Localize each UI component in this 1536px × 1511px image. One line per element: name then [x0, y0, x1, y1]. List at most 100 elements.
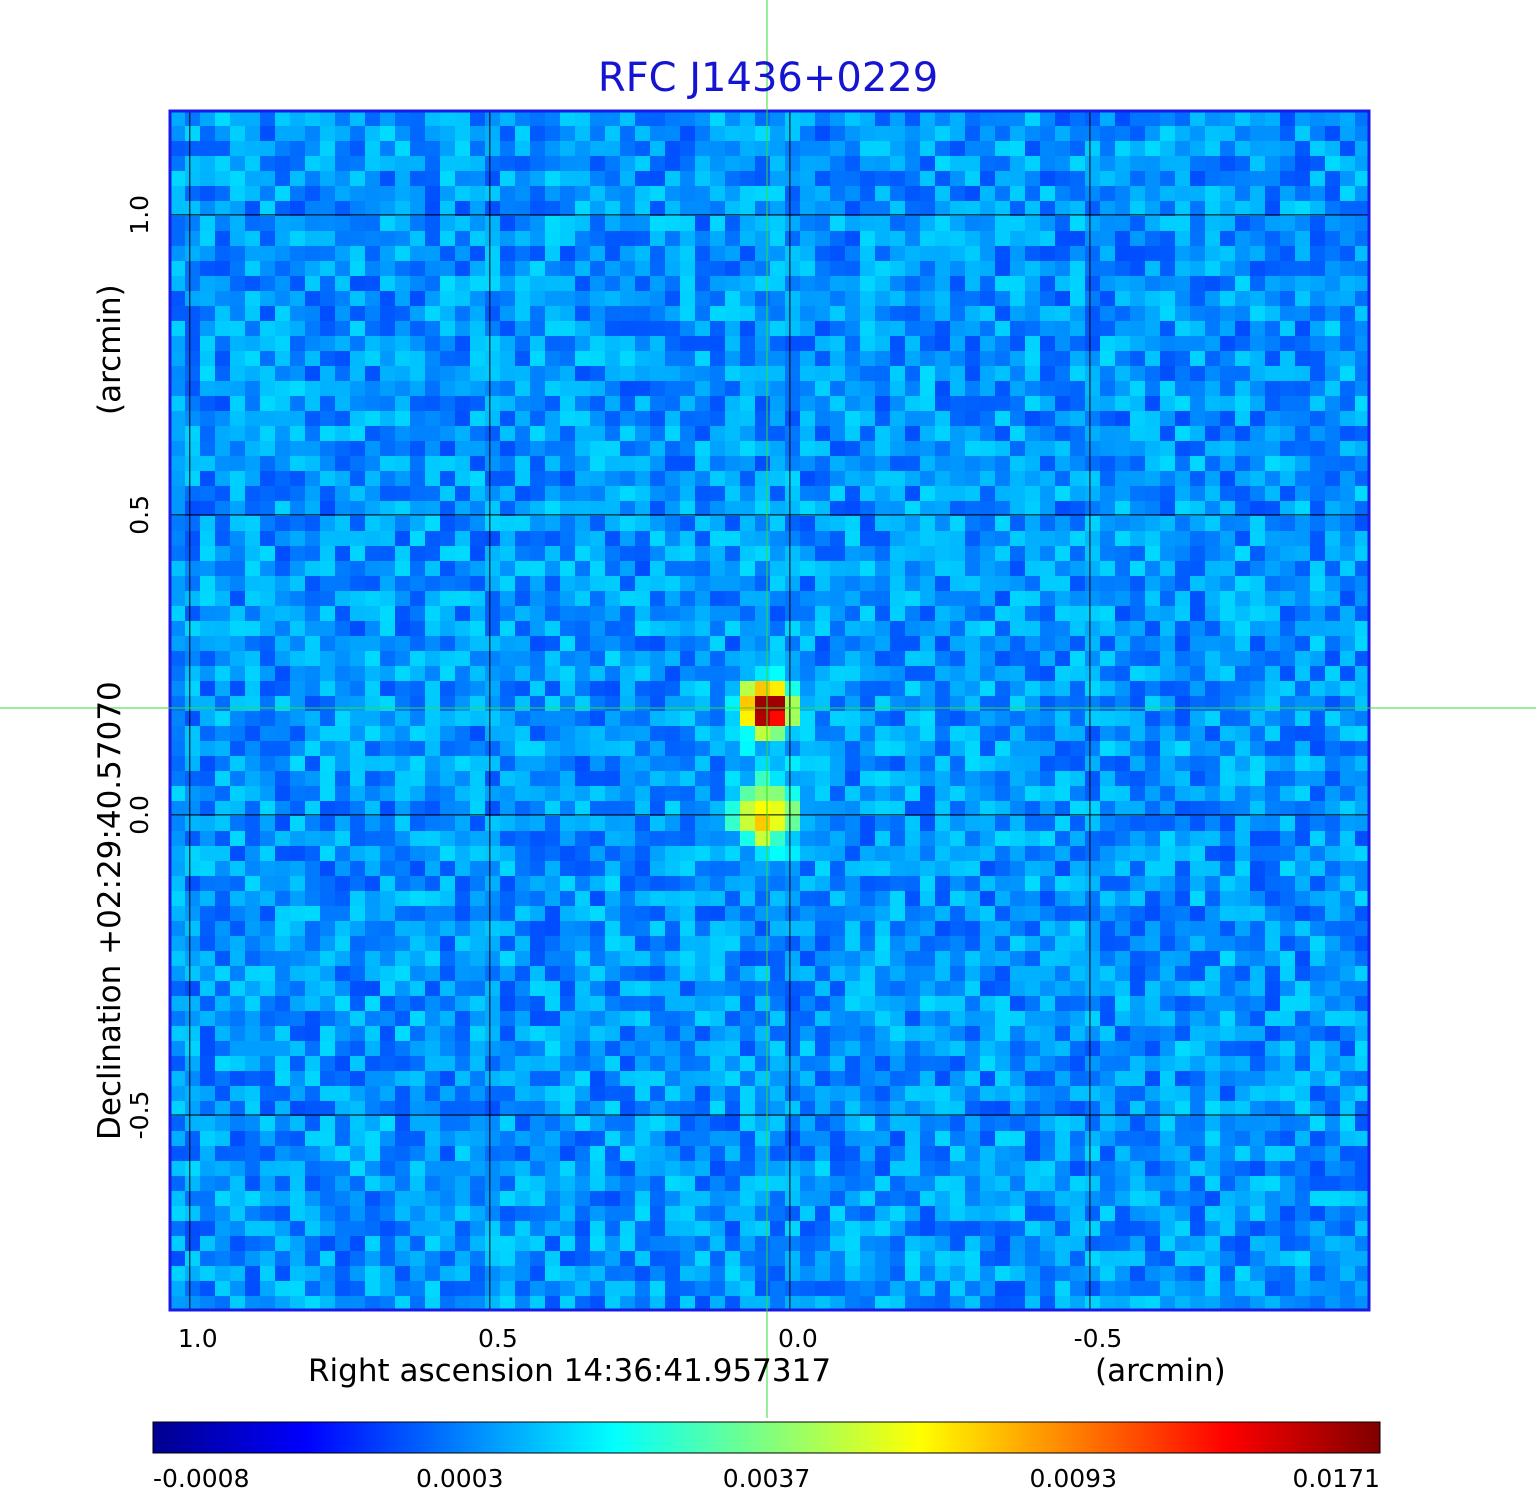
- pixel: [395, 441, 411, 457]
- pixel: [995, 786, 1011, 802]
- pixel: [710, 216, 726, 232]
- pixel: [260, 1011, 276, 1027]
- pixel: [1100, 726, 1116, 742]
- pixel: [695, 636, 711, 652]
- pixel: [1130, 411, 1146, 427]
- pixel: [815, 141, 831, 157]
- pixel: [620, 291, 636, 307]
- pixel: [665, 1011, 681, 1027]
- pixel: [335, 336, 351, 352]
- pixel: [665, 756, 681, 772]
- pixel: [350, 111, 366, 127]
- pixel: [395, 606, 411, 622]
- pixel: [1310, 651, 1326, 667]
- pixel: [815, 906, 831, 922]
- pixel: [320, 966, 336, 982]
- pixel: [770, 441, 786, 457]
- pixel: [1295, 306, 1311, 322]
- pixel: [350, 636, 366, 652]
- pixel: [185, 321, 201, 337]
- pixel: [1010, 726, 1026, 742]
- pixel: [935, 201, 951, 217]
- pixel: [560, 636, 576, 652]
- pixel: [425, 456, 441, 472]
- pixel: [1115, 1026, 1131, 1042]
- pixel: [755, 966, 771, 982]
- pixel: [200, 531, 216, 547]
- pixel: [1340, 246, 1356, 262]
- pixel: [1100, 846, 1116, 862]
- pixel: [185, 171, 201, 187]
- pixel: [395, 1011, 411, 1027]
- pixel: [185, 846, 201, 862]
- pixel: [785, 741, 801, 757]
- pixel: [1115, 861, 1131, 877]
- pixel: [1265, 786, 1281, 802]
- pixel: [1250, 591, 1266, 607]
- pixel: [1205, 501, 1221, 517]
- pixel: [425, 501, 441, 517]
- pixel: [455, 1011, 471, 1027]
- pixel: [995, 831, 1011, 847]
- pixel: [1235, 141, 1251, 157]
- pixel: [710, 651, 726, 667]
- pixel: [1175, 741, 1191, 757]
- pixel: [620, 621, 636, 637]
- pixel: [920, 426, 936, 442]
- pixel: [695, 771, 711, 787]
- pixel: [1055, 531, 1071, 547]
- pixel: [1100, 531, 1116, 547]
- pixel: [500, 561, 516, 577]
- pixel: [650, 696, 666, 712]
- pixel: [1055, 171, 1071, 187]
- pixel: [410, 201, 426, 217]
- pixel: [875, 756, 891, 772]
- pixel: [590, 426, 606, 442]
- pixel: [1325, 306, 1341, 322]
- pixel: [425, 366, 441, 382]
- pixel: [1235, 291, 1251, 307]
- pixel: [245, 456, 261, 472]
- pixel: [725, 366, 741, 382]
- pixel: [1250, 771, 1266, 787]
- pixel: [725, 786, 741, 802]
- pixel: [950, 771, 966, 787]
- pixel: [950, 561, 966, 577]
- pixel: [1340, 171, 1356, 187]
- pixel: [275, 546, 291, 562]
- pixel: [1055, 876, 1071, 892]
- pixel: [920, 981, 936, 997]
- pixel: [575, 771, 591, 787]
- pixel: [335, 126, 351, 142]
- pixel: [650, 426, 666, 442]
- pixel: [1025, 381, 1041, 397]
- pixel: [815, 846, 831, 862]
- pixel: [1265, 741, 1281, 757]
- pixel: [1205, 576, 1221, 592]
- pixel: [170, 891, 186, 907]
- pixel: [1340, 606, 1356, 622]
- pixel: [935, 171, 951, 187]
- pixel: [470, 771, 486, 787]
- pixel: [1355, 531, 1369, 547]
- pixel: [1265, 711, 1281, 727]
- pixel: [1220, 186, 1236, 202]
- pixel: [305, 441, 321, 457]
- pixel: [560, 816, 576, 832]
- pixel: [1160, 891, 1176, 907]
- pixel: [470, 126, 486, 142]
- pixel: [515, 681, 531, 697]
- pixel: [485, 111, 501, 127]
- pixel: [1175, 846, 1191, 862]
- pixel: [515, 246, 531, 262]
- pixel: [200, 936, 216, 952]
- pixel: [680, 861, 696, 877]
- pixel: [410, 531, 426, 547]
- pixel: [335, 786, 351, 802]
- pixel: [245, 471, 261, 487]
- pixel: [320, 411, 336, 427]
- pixel: [500, 696, 516, 712]
- pixel: [1055, 441, 1071, 457]
- pixel: [410, 966, 426, 982]
- pixel: [1280, 471, 1296, 487]
